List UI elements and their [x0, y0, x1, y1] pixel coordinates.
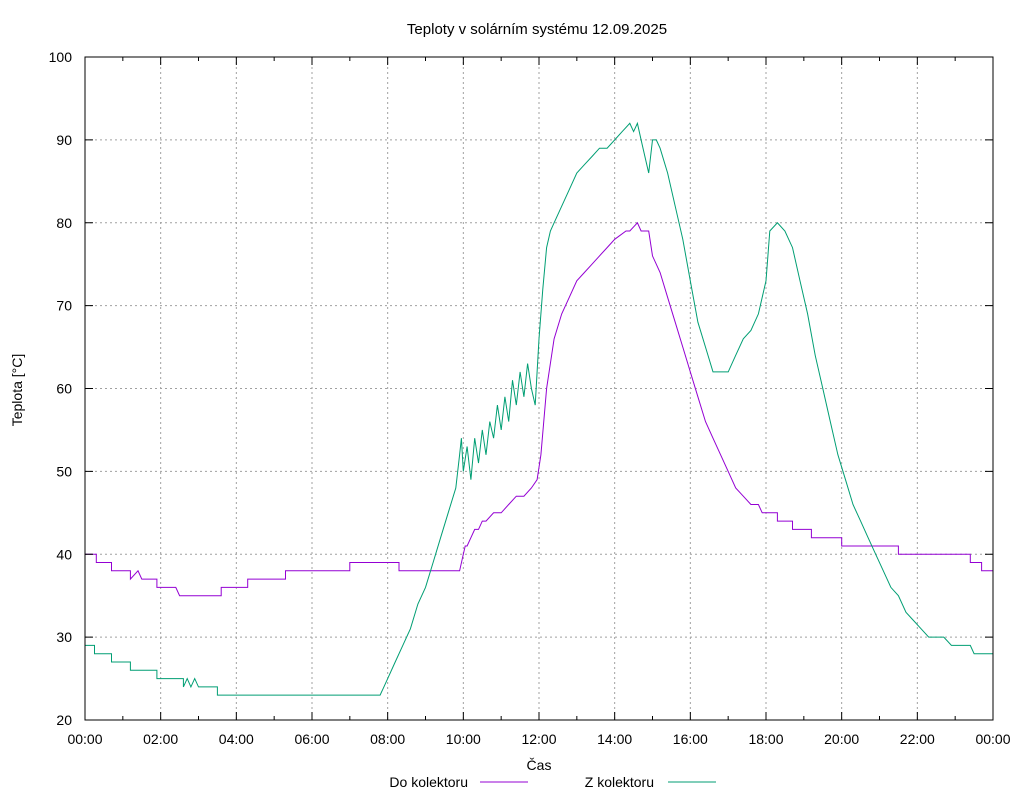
x-tick-label: 00:00: [975, 731, 1010, 747]
x-tick-label: 04:00: [219, 731, 254, 747]
x-tick-label: 06:00: [294, 731, 329, 747]
y-tick-label: 70: [56, 298, 72, 314]
x-axis-label: Čas: [527, 757, 552, 773]
x-tick-label: 10:00: [446, 731, 481, 747]
y-tick-label: 60: [56, 381, 72, 397]
y-tick-label: 20: [56, 712, 72, 728]
legend-label: Z kolektoru: [585, 774, 654, 790]
x-tick-label: 22:00: [900, 731, 935, 747]
y-axis-label: Teplota [°C]: [9, 354, 25, 427]
legend-label: Do kolektoru: [389, 774, 468, 790]
x-tick-label: 18:00: [748, 731, 783, 747]
y-tick-label: 100: [49, 49, 73, 65]
grid-lines: [85, 57, 993, 720]
x-tick-label: 20:00: [824, 731, 859, 747]
x-tick-label: 02:00: [143, 731, 178, 747]
y-tick-label: 40: [56, 546, 72, 562]
x-tick-label: 00:00: [67, 731, 102, 747]
series-line-z-kolektoru: [85, 121, 993, 696]
x-tick-label: 16:00: [673, 731, 708, 747]
x-tick-label: 12:00: [521, 731, 556, 747]
legend: Do kolektoru Z kolektoru: [389, 774, 716, 790]
y-tick-label: 50: [56, 463, 72, 479]
y-tick-label: 30: [56, 629, 72, 645]
x-tick-label: 14:00: [597, 731, 632, 747]
y-tick-label: 80: [56, 215, 72, 231]
x-tick-label: 08:00: [370, 731, 405, 747]
tick-marks: 20 30 40 50 60 70 80 90 100 00:00 02:00 04:00 06:00 0…: [49, 49, 1011, 747]
series-line-do-kolektoru: [85, 221, 993, 597]
y-tick-label: 90: [56, 132, 72, 148]
series-layer: [85, 121, 993, 696]
chart-title: Teploty v solárním systému 12.09.2025: [407, 21, 667, 38]
